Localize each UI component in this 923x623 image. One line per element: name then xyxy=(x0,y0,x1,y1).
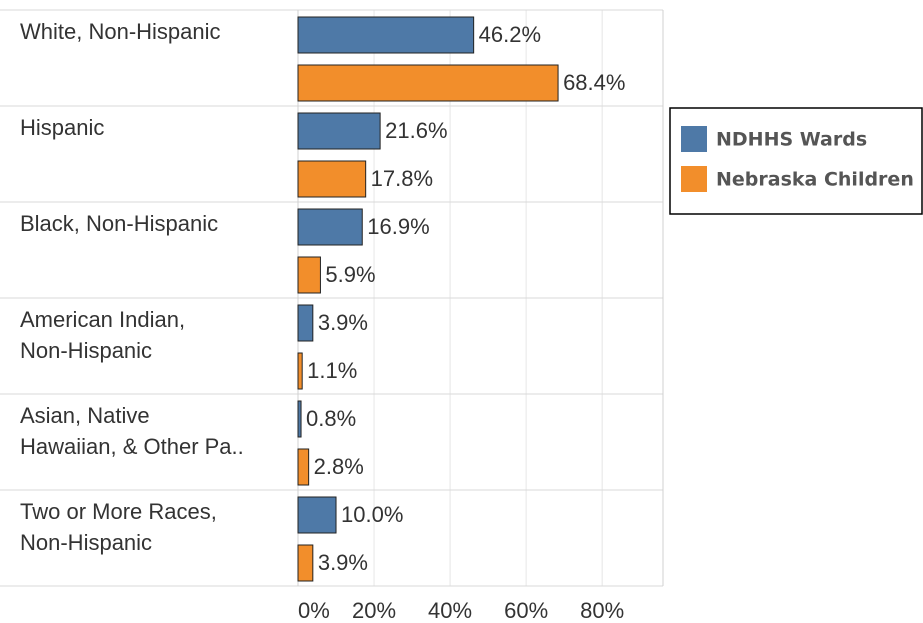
value-label: 5.9% xyxy=(325,262,375,287)
value-label: 10.0% xyxy=(341,502,403,527)
x-tick-label: 80% xyxy=(580,598,624,623)
bar xyxy=(297,448,310,486)
category-label: Two or More Races, Non-Hispanic xyxy=(20,499,217,555)
x-tick-label: 40% xyxy=(428,598,472,623)
value-label: 21.6% xyxy=(385,118,447,143)
value-label: 0.8% xyxy=(306,406,356,431)
value-label: 1.1% xyxy=(307,358,357,383)
bar xyxy=(297,256,321,294)
value-label: 2.8% xyxy=(314,454,364,479)
legend-label: NDHHS Wards xyxy=(716,129,867,151)
value-label: 3.9% xyxy=(318,550,368,575)
bar xyxy=(297,64,559,102)
bar xyxy=(297,112,381,150)
bar xyxy=(297,352,303,390)
category-label: Black, Non-Hispanic xyxy=(20,211,219,236)
bar xyxy=(297,208,363,246)
category-label: American Indian, Non-Hispanic xyxy=(20,307,186,363)
x-tick-label: 60% xyxy=(504,598,548,623)
value-label: 68.4% xyxy=(563,70,625,95)
bar xyxy=(297,304,314,342)
bar xyxy=(297,496,337,534)
value-label: 16.9% xyxy=(367,214,429,239)
bar xyxy=(297,400,302,438)
x-tick-label: 0% xyxy=(298,598,330,623)
legend-swatch xyxy=(681,126,707,152)
bar xyxy=(297,544,314,582)
category-label: White, Non-Hispanic xyxy=(20,19,221,44)
legend-box xyxy=(669,107,923,215)
bar xyxy=(297,16,475,54)
legend-swatch xyxy=(681,166,707,192)
value-label: 3.9% xyxy=(318,310,368,335)
value-label: 46.2% xyxy=(479,22,541,47)
x-tick-label: 20% xyxy=(352,598,396,623)
bar xyxy=(297,160,367,198)
category-label: Hispanic xyxy=(20,115,105,140)
legend-label: Nebraska Children xyxy=(716,169,914,191)
category-label: Asian, Native Hawaiian, & Other Pa.. xyxy=(20,403,244,459)
value-label: 17.8% xyxy=(371,166,433,191)
